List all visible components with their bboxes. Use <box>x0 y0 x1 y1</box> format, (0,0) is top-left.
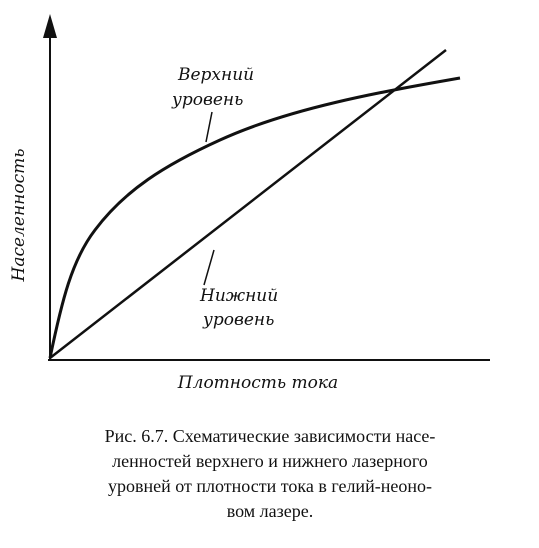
y-axis-arrow <box>43 14 57 38</box>
caption-line: Рис. 6.7. Схематические зависимости насе… <box>105 426 436 446</box>
lower-level-line <box>49 49 447 359</box>
upper-label-line: Верхний <box>177 65 254 85</box>
upper-label-line: уровень <box>171 90 243 110</box>
lower-label-line: Нижний <box>199 286 278 306</box>
upper-level-curve <box>48 76 461 359</box>
caption-line: уровней от плотности тока в гелий-неоно- <box>108 476 432 496</box>
lower-label-leader <box>203 249 215 286</box>
y-axis-label: Населенность <box>9 149 29 283</box>
caption-line: вом лазере. <box>227 501 313 521</box>
upper-label-leader <box>205 111 213 143</box>
caption-line: ленностей верхнего и нижнего лазерного <box>112 451 428 471</box>
lower-label-line: уровень <box>202 310 274 330</box>
x-axis-label: Плотность тока <box>177 373 338 393</box>
